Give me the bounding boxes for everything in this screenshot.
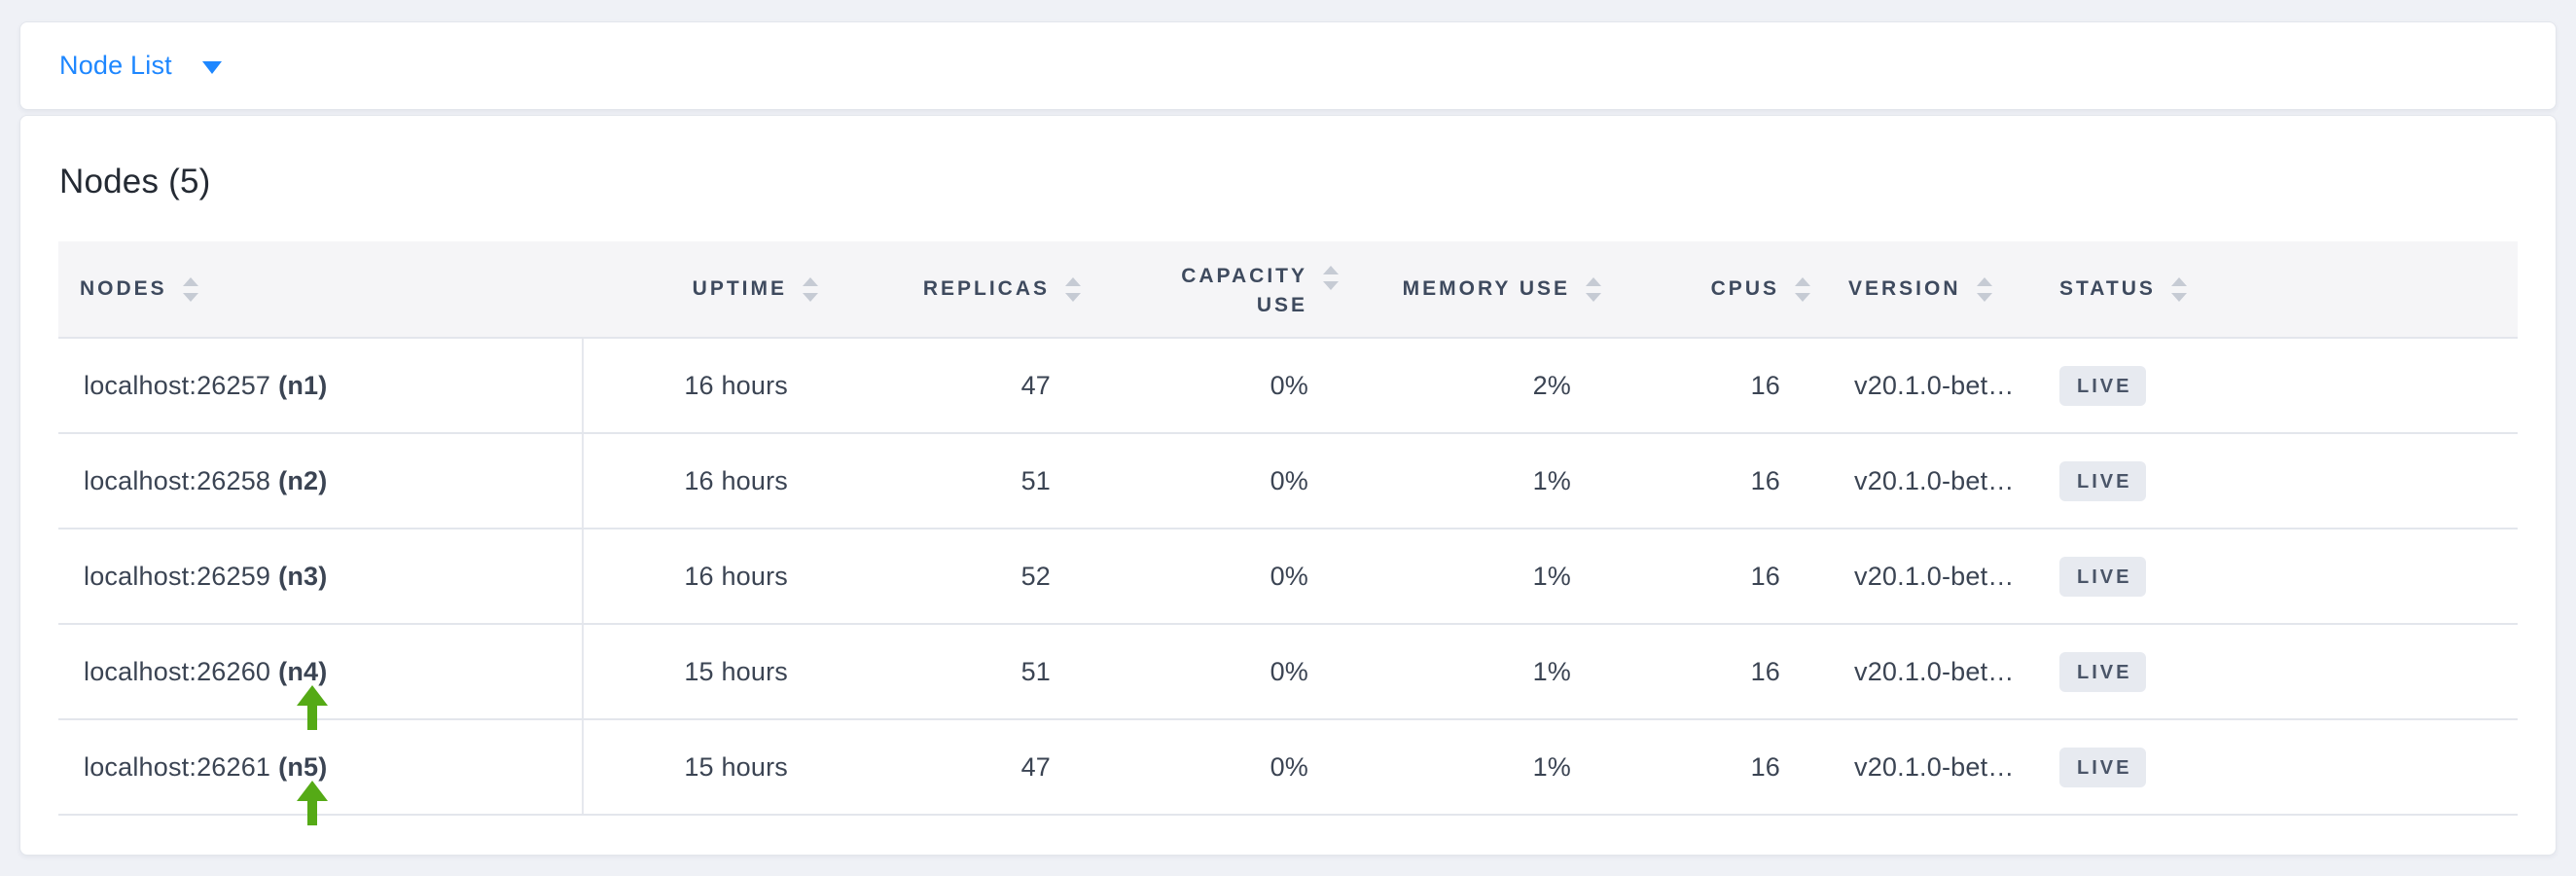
sort-icon [2170, 276, 2187, 302]
node-address: localhost:26261 [84, 751, 271, 782]
cpus-cell: 16 [1750, 751, 1780, 782]
version-cell: v20.1.0-bet… [1854, 751, 2015, 782]
table-row[interactable]: localhost:26261 (n5) 15 hours 47 0% 1% 1… [58, 720, 2518, 825]
table-row[interactable]: localhost:26260 (n4) 15 hours 51 0% 1% 1… [58, 625, 2518, 730]
node-address-cell: localhost:26258 (n2) [58, 434, 584, 528]
column-header-replicas[interactable]: REPLICAS [837, 241, 1099, 337]
green-up-arrow-icon [297, 781, 328, 825]
navbar: Node List [19, 21, 2557, 110]
page-title: Nodes (5) [59, 163, 211, 201]
memory-use-cell: 2% [1532, 370, 1571, 400]
table-row[interactable]: localhost:26258 (n2) 16 hours 51 0% 1% 1… [58, 434, 2518, 529]
status-cell: LIVE [2048, 529, 2518, 623]
replicas-cell: 51 [1020, 656, 1051, 686]
version-cell: v20.1.0-bet… [1854, 370, 2015, 400]
nodes-table: NODES UPTIME REPLICAS CAPACITY USE MEMOR… [58, 241, 2518, 825]
column-header-capacity-use[interactable]: CAPACITY USE [1099, 241, 1357, 337]
table-row[interactable]: localhost:26257 (n1) 16 hours 47 0% 2% 1… [58, 339, 2518, 434]
sort-icon [182, 276, 198, 302]
node-address: localhost:26260 [84, 656, 271, 686]
nodes-card: Nodes (5) NODES UPTIME REPLICAS CAPACITY… [19, 115, 2557, 856]
uptime-cell: 16 hours [684, 465, 788, 495]
memory-use-cell: 1% [1532, 751, 1571, 782]
status-cell: LIVE [2048, 339, 2518, 432]
column-header-status[interactable]: STATUS [2048, 241, 2518, 337]
memory-use-cell: 1% [1532, 465, 1571, 495]
node-address-cell: localhost:26261 (n5) [58, 720, 584, 825]
replicas-cell: 47 [1020, 751, 1051, 782]
table-row[interactable]: localhost:26259 (n3) 16 hours 52 0% 1% 1… [58, 529, 2518, 625]
sort-icon [1065, 276, 1081, 302]
chevron-down-icon [201, 60, 222, 74]
version-cell: v20.1.0-bet… [1854, 656, 2015, 686]
sort-icon [1586, 276, 1601, 302]
node-id: (n3) [278, 561, 328, 591]
cpus-cell: 16 [1750, 370, 1780, 400]
dropdown-label: Node List [59, 51, 172, 80]
status-badge: LIVE [2059, 460, 2147, 501]
uptime-cell: 15 hours [684, 656, 788, 686]
status-badge: LIVE [2059, 747, 2147, 787]
node-address-cell: localhost:26257 (n1) [58, 339, 584, 432]
node-id: (n2) [278, 465, 328, 495]
capacity-use-cell: 0% [1270, 656, 1308, 686]
cpus-cell: 16 [1750, 561, 1780, 591]
capacity-use-cell: 0% [1270, 465, 1308, 495]
status-badge: LIVE [2059, 365, 2147, 406]
sort-icon [1795, 276, 1810, 302]
status-badge: LIVE [2059, 556, 2147, 597]
capacity-use-cell: 0% [1270, 751, 1308, 782]
column-header-nodes[interactable]: NODES [58, 241, 584, 337]
node-address-cell: localhost:26260 (n4) [58, 625, 584, 730]
node-address: localhost:26257 [84, 370, 271, 400]
column-header-version[interactable]: VERSION [1829, 241, 2048, 337]
replicas-cell: 51 [1020, 465, 1051, 495]
column-header-cpus[interactable]: CPUS [1620, 241, 1829, 337]
cpus-cell: 16 [1750, 656, 1780, 686]
node-id: (n5) [278, 751, 328, 782]
table-body: localhost:26257 (n1) 16 hours 47 0% 2% 1… [58, 339, 2518, 825]
replicas-cell: 47 [1020, 370, 1051, 400]
capacity-use-cell: 0% [1270, 561, 1308, 591]
memory-use-cell: 1% [1532, 656, 1571, 686]
uptime-cell: 16 hours [684, 561, 788, 591]
cpus-cell: 16 [1750, 465, 1780, 495]
table-header: NODES UPTIME REPLICAS CAPACITY USE MEMOR… [58, 241, 2518, 339]
node-id: (n1) [278, 370, 328, 400]
status-cell: LIVE [2048, 625, 2518, 718]
column-header-uptime[interactable]: UPTIME [584, 241, 837, 337]
green-up-arrow-icon [297, 685, 328, 730]
uptime-cell: 15 hours [684, 751, 788, 782]
sort-icon [803, 276, 818, 302]
capacity-use-cell: 0% [1270, 370, 1308, 400]
memory-use-cell: 1% [1532, 561, 1571, 591]
status-cell: LIVE [2048, 720, 2518, 814]
node-id: (n4) [278, 656, 328, 686]
status-cell: LIVE [2048, 434, 2518, 528]
version-cell: v20.1.0-bet… [1854, 561, 2015, 591]
sort-icon [1323, 266, 1339, 290]
replicas-cell: 52 [1020, 561, 1051, 591]
status-badge: LIVE [2059, 651, 2147, 692]
sort-icon [1976, 276, 1992, 302]
node-list-dropdown[interactable]: Node List [59, 51, 222, 81]
column-header-memory-use[interactable]: MEMORY USE [1357, 241, 1620, 337]
uptime-cell: 16 hours [684, 370, 788, 400]
node-address-cell: localhost:26259 (n3) [58, 529, 584, 623]
version-cell: v20.1.0-bet… [1854, 465, 2015, 495]
node-address: localhost:26259 [84, 561, 271, 591]
node-address: localhost:26258 [84, 465, 271, 495]
